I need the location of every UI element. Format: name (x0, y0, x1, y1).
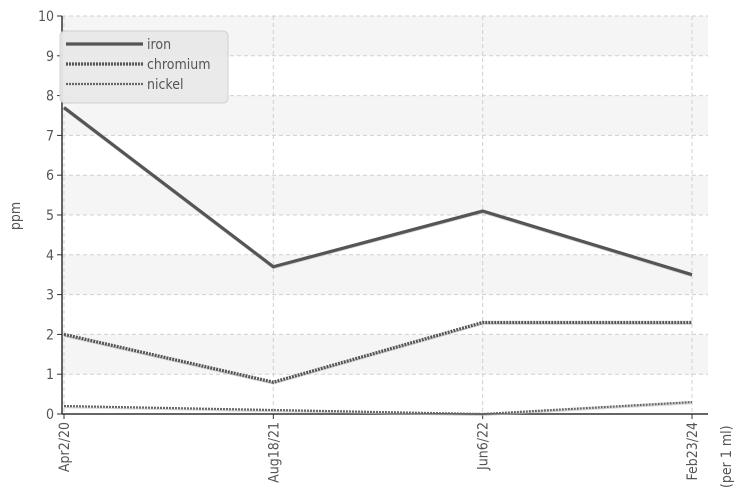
y-tick-label: 6 (46, 168, 54, 184)
y-tick-labels: 0 1 2 3 4 5 6 7 8 9 10 (38, 9, 54, 423)
y-tick-label: 10 (38, 9, 54, 25)
plot-band (62, 334, 708, 375)
plot-band (62, 294, 708, 335)
plot-band (62, 254, 708, 295)
x-tick-label: Feb23/24 (685, 422, 701, 481)
y-tick-label: 4 (46, 248, 54, 264)
unit-note: (per 1 ml) (719, 425, 735, 488)
legend-label-iron: iron (147, 37, 171, 53)
series-line-nickel (63, 400, 693, 416)
y-tick-label: 1 (46, 367, 54, 383)
legend: iron chromium nickel (59, 30, 229, 104)
series-lines (63, 106, 693, 417)
plot-band (62, 175, 708, 215)
series-line-iron (63, 106, 693, 277)
y-tick-label: 3 (46, 288, 54, 304)
legend-label-nickel: nickel (147, 77, 183, 93)
y-axis-label: ppm (8, 202, 24, 230)
y-tick-label: 8 (46, 89, 54, 105)
series-shadow-nickel (63, 402, 693, 417)
x-tick-labels: Apr2/20 Aug18/21 Jun6/22 Feb23/24 (57, 422, 701, 483)
y-tick-label: 5 (46, 208, 54, 224)
y-tick-label: 7 (46, 128, 54, 144)
y-tick-label: 2 (46, 327, 54, 343)
y-tick-label: 0 (46, 407, 54, 423)
x-tick-label: Apr2/20 (57, 422, 73, 472)
y-tick-label: 9 (46, 49, 54, 65)
series-line-chromium (63, 320, 692, 384)
x-tick-label: Aug18/21 (266, 422, 282, 483)
plot-band (62, 135, 708, 176)
x-tick-label: Jun6/22 (476, 422, 492, 471)
legend-label-chromium: chromium (147, 57, 211, 73)
